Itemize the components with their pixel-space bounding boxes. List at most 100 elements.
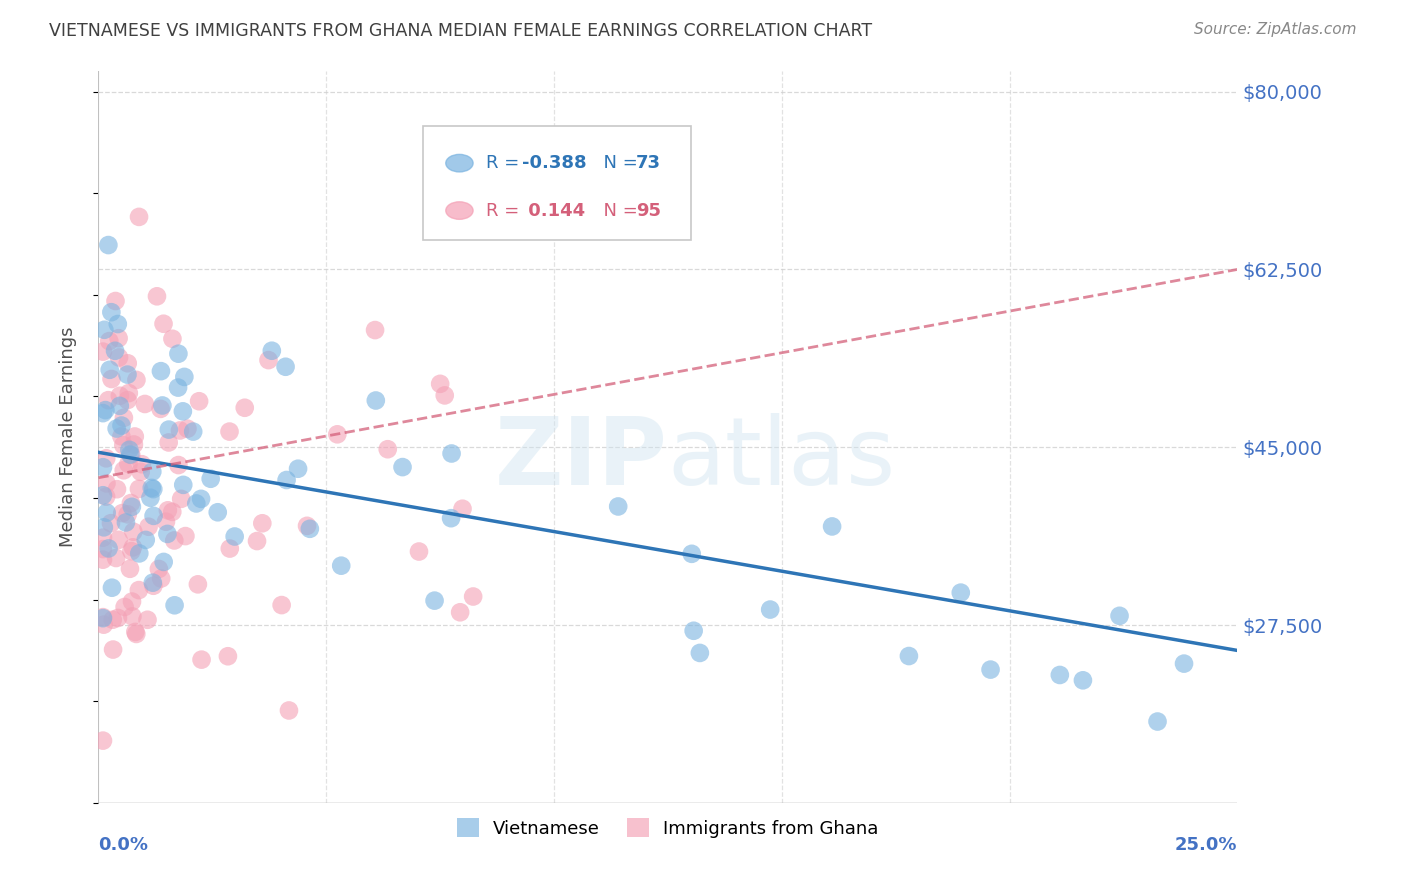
Point [124,624,146,639]
Point [91,552,114,566]
Point [217,649,239,664]
Circle shape [446,154,472,172]
Point [897,648,920,663]
Point [93,617,115,632]
Point [142,575,165,590]
Point [295,519,318,533]
Point [440,511,463,525]
Point [146,289,169,303]
Point [224,529,246,543]
Point [111,506,134,520]
Text: ZIP: ZIP [495,413,668,505]
Point [121,500,143,514]
Point [607,500,630,514]
Point [128,482,150,496]
Point [326,427,349,442]
Point [218,425,240,439]
Point [141,465,163,479]
Point [94,403,117,417]
Point [115,516,138,530]
Point [759,602,782,616]
Point [91,406,114,420]
Point [172,478,194,492]
Point [176,422,198,436]
Point [157,435,180,450]
Point [110,418,132,433]
Point [163,599,186,613]
Point [114,599,136,614]
Point [391,460,413,475]
Point [118,562,141,576]
Point [246,534,269,549]
Point [93,520,115,534]
Text: R =: R = [485,202,524,219]
Point [207,505,229,519]
Point [1108,608,1130,623]
Point [172,404,194,418]
Point [135,533,157,547]
Point [91,344,114,359]
Point [1173,657,1195,671]
Point [287,461,309,475]
Point [107,331,129,345]
Point [138,520,160,534]
Point [162,505,184,519]
Point [270,598,292,612]
Point [98,363,121,377]
Point [104,343,127,358]
Point [117,356,139,370]
Point [167,347,190,361]
Point [980,663,1002,677]
Point [128,210,150,224]
Point [186,496,208,510]
Point [107,317,129,331]
Point [163,533,186,548]
Point [187,577,209,591]
Point [449,605,471,619]
Text: N =: N = [592,202,643,219]
Point [122,437,145,451]
Point [1049,668,1071,682]
Point [167,458,190,472]
Point [278,703,301,717]
Point [330,558,353,573]
Point [139,491,162,505]
Point [463,590,485,604]
Text: 0.144: 0.144 [522,202,585,219]
Point [276,473,298,487]
Point [364,323,387,337]
Point [101,581,124,595]
Point [121,594,143,608]
Text: 0.0%: 0.0% [98,836,149,854]
Point [136,613,159,627]
Point [105,482,128,496]
Point [117,508,139,522]
Text: N =: N = [592,154,643,172]
Point [108,351,131,365]
Point [104,293,127,308]
Point [689,646,711,660]
Point [117,457,139,471]
Point [298,522,321,536]
Point [101,642,124,657]
Point [142,579,165,593]
Point [91,611,114,625]
Point [451,501,474,516]
Point [190,653,212,667]
Point [108,399,131,413]
Point [93,323,115,337]
Point [152,399,174,413]
Point [118,386,141,401]
Point [97,541,120,556]
Point [117,368,139,382]
Point [110,429,132,443]
Point [141,481,163,495]
Point [120,448,142,462]
Point [91,531,114,545]
Point [170,491,193,506]
Point [156,503,179,517]
Text: atlas: atlas [668,413,896,505]
Point [156,527,179,541]
Point [423,593,446,607]
Y-axis label: Median Female Earnings: Median Female Earnings [59,326,77,548]
